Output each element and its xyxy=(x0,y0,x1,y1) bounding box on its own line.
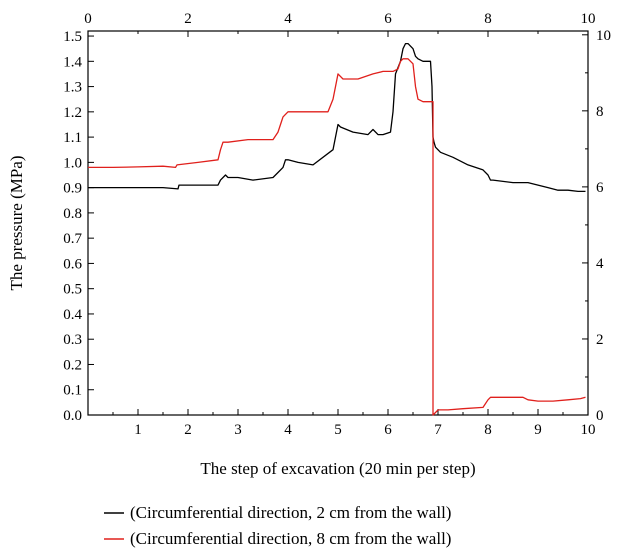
x-bottom-tick-label: 1 xyxy=(134,422,142,438)
plot-frame xyxy=(87,30,589,416)
x-bottom-tick-label: 2 xyxy=(184,422,192,438)
y-right-tick-label: 0 xyxy=(596,408,604,424)
x-top-tick-label: 0 xyxy=(84,11,92,27)
y-left-tick-label: 0.9 xyxy=(63,181,82,197)
x-bottom-tick-label: 8 xyxy=(484,422,492,438)
y-left-tick-label: 0.4 xyxy=(63,307,82,323)
x-top-tick-label: 4 xyxy=(284,11,292,27)
x-axis-title: The step of excavation (20 min per step) xyxy=(200,459,475,478)
axis-ticks xyxy=(87,31,589,416)
x-top-tick-label: 8 xyxy=(484,11,492,27)
y-left-tick-label: 0.2 xyxy=(63,357,82,373)
y-left-tick-label: 1.0 xyxy=(63,155,82,171)
y-left-tick-label: 0.0 xyxy=(63,408,82,424)
y-left-tick-label: 0.8 xyxy=(63,206,82,222)
y-left-tick-label: 0.6 xyxy=(63,256,82,272)
legend-label-8cm: (Circumferential direction, 8 cm from th… xyxy=(130,529,451,548)
y-left-tick-label: 0.5 xyxy=(63,282,82,298)
x-bottom-tick-label: 9 xyxy=(534,422,542,438)
y-left-tick-label: 1.2 xyxy=(63,105,82,121)
x-bottom-tick-label: 3 xyxy=(234,422,242,438)
x-bottom-tick-label: 7 xyxy=(434,422,442,438)
y-right-tick-label: 2 xyxy=(596,332,604,348)
y-axis-title: The pressure (MPa) xyxy=(7,155,26,290)
y-left-tick-label: 0.1 xyxy=(63,383,82,399)
x-top-tick-label: 2 xyxy=(184,11,192,27)
x-bottom-tick-label: 6 xyxy=(384,422,392,438)
legend: (Circumferential direction, 2 cm from th… xyxy=(104,503,451,548)
y-left-tick-label: 1.4 xyxy=(63,54,82,70)
y-right-tick-label: 4 xyxy=(596,256,604,272)
y-right-tick-label: 10 xyxy=(596,28,611,44)
y-left-tick-label: 1.5 xyxy=(63,29,82,45)
x-top-tick-label: 6 xyxy=(384,11,392,27)
series-lines xyxy=(88,42,586,416)
x-bottom-tick-label: 5 xyxy=(334,422,342,438)
series-line-2cm xyxy=(88,42,586,193)
series-line-8cm xyxy=(88,58,586,416)
y-left-tick-label: 1.3 xyxy=(63,80,82,96)
x-bottom-tick-label: 10 xyxy=(581,422,596,438)
tick-labels: 1 2 3 4 5 6 7 8 9 100 2 4 6 8 100.00.10.20.30.40.50.60… xyxy=(63,11,611,438)
legend-label-2cm: (Circumferential direction, 2 cm from th… xyxy=(130,503,451,522)
y-right-tick-label: 8 xyxy=(596,104,604,120)
x-top-tick-label: 10 xyxy=(581,11,596,27)
y-right-tick-label: 6 xyxy=(596,180,604,196)
y-left-tick-label: 0.3 xyxy=(63,332,82,348)
y-left-tick-label: 1.1 xyxy=(63,130,82,146)
x-bottom-tick-label: 4 xyxy=(284,422,292,438)
y-left-tick-label: 0.7 xyxy=(63,231,82,247)
